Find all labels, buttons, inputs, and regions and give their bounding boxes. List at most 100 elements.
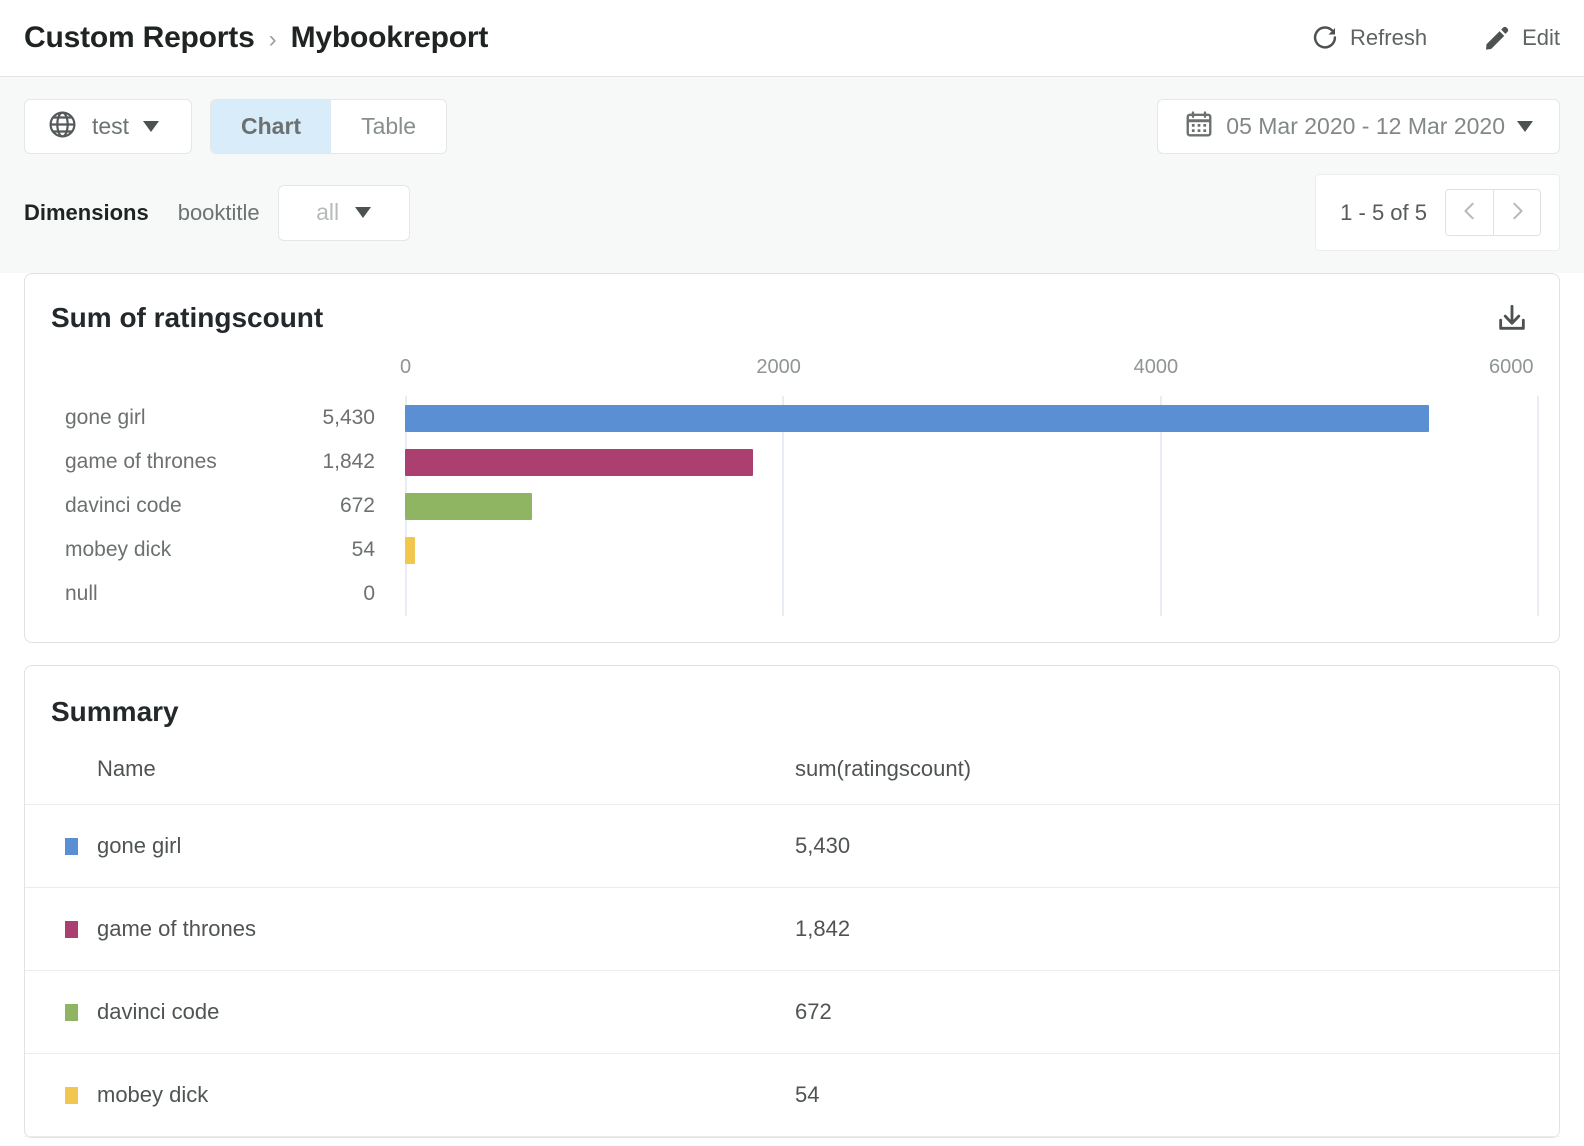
chart-label-row: game of thrones 1,842 bbox=[65, 440, 405, 484]
chart-bar-row bbox=[405, 528, 1537, 572]
chevron-down-icon bbox=[355, 207, 372, 218]
header-actions: Refresh Edit bbox=[1311, 24, 1560, 52]
summary-card: Summary Name sum(ratingscount) gone girl… bbox=[24, 665, 1560, 1138]
chart-label-row: gone girl 5,430 bbox=[65, 396, 405, 440]
chevron-left-icon bbox=[1459, 200, 1481, 225]
edit-button[interactable]: Edit bbox=[1483, 24, 1560, 52]
tab-table[interactable]: Table bbox=[331, 100, 447, 153]
series-color-swatch bbox=[65, 1087, 78, 1104]
chart-bar-row bbox=[405, 484, 1537, 528]
chevron-right-icon bbox=[1506, 200, 1528, 225]
summary-cell-name: gone girl bbox=[25, 804, 785, 888]
summary-cell-value: 54 bbox=[785, 1053, 1559, 1137]
series-color-swatch bbox=[65, 921, 78, 938]
column-header-name: Name bbox=[25, 756, 785, 805]
chart-bar[interactable] bbox=[405, 536, 416, 564]
chart-value-label: 54 bbox=[351, 538, 375, 561]
summary-table-head: Name sum(ratingscount) bbox=[25, 756, 1559, 805]
column-header-value: sum(ratingscount) bbox=[785, 756, 1559, 805]
breadcrumb-root-link[interactable]: Custom Reports bbox=[24, 21, 255, 54]
summary-title: Summary bbox=[51, 696, 179, 727]
chart-label-row: davinci code 672 bbox=[65, 484, 405, 528]
chevron-down-icon bbox=[143, 121, 160, 132]
toolbar-row: test Chart Table bbox=[0, 77, 1584, 154]
chart-gridline bbox=[1537, 396, 1539, 616]
date-range-value: 05 Mar 2020 - 12 Mar 2020 bbox=[1226, 113, 1505, 139]
breadcrumb-separator: › bbox=[268, 26, 277, 53]
pencil-icon bbox=[1483, 24, 1511, 52]
data-source-value: test bbox=[92, 113, 130, 139]
x-axis-tick-label: 2000 bbox=[756, 356, 801, 378]
table-row[interactable]: mobey dick 54 bbox=[25, 1053, 1559, 1137]
pagination-count: 1 - 5 of 5 bbox=[1340, 199, 1427, 225]
pagination: 1 - 5 of 5 bbox=[1315, 174, 1560, 251]
view-mode-switch: Chart Table bbox=[210, 99, 448, 154]
dimension-filter-value: all bbox=[316, 199, 340, 225]
chart-label-row: null 0 bbox=[65, 572, 405, 616]
chart-bar[interactable] bbox=[405, 492, 532, 520]
globe-icon bbox=[47, 109, 78, 145]
refresh-icon bbox=[1311, 24, 1339, 52]
page-title: Mybookreport bbox=[290, 21, 489, 54]
summary-cell-name: mobey dick bbox=[25, 1053, 785, 1137]
chart-title: Sum of ratingscount bbox=[51, 302, 324, 333]
chart-plot-area bbox=[405, 396, 1539, 616]
summary-cell-value: 672 bbox=[785, 970, 1559, 1054]
summary-table-body: gone girl 5,430 game of thrones 1,842 davinc… bbox=[25, 804, 1559, 1137]
dimension-filter-select[interactable]: all bbox=[277, 184, 410, 241]
summary-cell-name: game of thrones bbox=[25, 887, 785, 971]
toolbar-region: test Chart Table bbox=[0, 77, 1584, 273]
chart-category-name: mobey dick bbox=[65, 538, 172, 561]
chart-body: gone girl 5,430 game of thrones 1,842 davinc… bbox=[25, 396, 1559, 616]
chart-card: Sum of ratingscount 0 2000 4000 6000 gone g… bbox=[24, 273, 1560, 643]
chart-value-label: 5,430 bbox=[322, 406, 375, 429]
chart-bar-row bbox=[405, 572, 1537, 616]
chart-bar-row bbox=[405, 440, 1537, 484]
tab-chart[interactable]: Chart bbox=[211, 100, 332, 153]
table-row[interactable]: gone girl 5,430 bbox=[25, 804, 1559, 888]
chart-category-name: davinci code bbox=[65, 494, 182, 517]
pagination-buttons bbox=[1445, 189, 1541, 236]
chart-value-label: 672 bbox=[339, 494, 375, 517]
x-axis-tick-label: 6000 bbox=[1489, 356, 1534, 378]
table-row[interactable]: game of thrones 1,842 bbox=[25, 887, 1559, 971]
data-source-select[interactable]: test bbox=[24, 99, 192, 154]
refresh-button[interactable]: Refresh bbox=[1311, 24, 1427, 52]
chart-category-name: game of thrones bbox=[65, 450, 217, 473]
bar-chart: 0 2000 4000 6000 gone girl 5,430 game of thro… bbox=[25, 334, 1559, 642]
x-axis-tick-label: 4000 bbox=[1133, 356, 1179, 378]
chart-bar[interactable] bbox=[405, 448, 753, 476]
chart-bar[interactable] bbox=[405, 404, 1430, 432]
chart-category-name: null bbox=[65, 582, 98, 605]
chart-bar-row bbox=[405, 396, 1537, 440]
chart-gridline bbox=[782, 396, 785, 616]
series-color-swatch bbox=[65, 1004, 78, 1021]
pagination-prev-button[interactable] bbox=[1446, 190, 1493, 235]
dimensions-label: Dimensions bbox=[24, 199, 149, 225]
calendar-icon bbox=[1184, 109, 1214, 144]
chart-value-label: 1,842 bbox=[322, 450, 375, 473]
dimension-field-name: booktitle bbox=[177, 199, 260, 225]
chart-category-name: gone girl bbox=[65, 406, 146, 429]
dimensions-row: Dimensions booktitle all 1 - 5 of 5 bbox=[0, 154, 1584, 273]
refresh-label: Refresh bbox=[1350, 25, 1428, 50]
page-header: Custom Reports › Mybookreport Refresh Ed… bbox=[0, 0, 1584, 77]
download-icon[interactable] bbox=[1495, 302, 1529, 341]
summary-cell-value: 5,430 bbox=[785, 804, 1559, 888]
edit-label: Edit bbox=[1522, 25, 1560, 50]
chart-gridline bbox=[1159, 396, 1162, 616]
chart-value-label: 0 bbox=[363, 582, 375, 605]
date-range-picker[interactable]: 05 Mar 2020 - 12 Mar 2020 bbox=[1157, 99, 1560, 154]
summary-table: Name sum(ratingscount) gone girl 5,430 gam… bbox=[25, 756, 1559, 1137]
summary-cell-value: 1,842 bbox=[785, 887, 1559, 971]
chart-x-axis: 0 2000 4000 6000 bbox=[400, 356, 1537, 386]
x-axis-tick-label: 0 bbox=[400, 356, 412, 378]
chart-label-row: mobey dick 54 bbox=[65, 528, 405, 572]
table-row[interactable]: davinci code 672 bbox=[25, 970, 1559, 1054]
pagination-next-button[interactable] bbox=[1493, 190, 1540, 235]
summary-header-row: Name sum(ratingscount) bbox=[25, 756, 1559, 805]
series-color-swatch bbox=[65, 838, 78, 855]
breadcrumb: Custom Reports › Mybookreport bbox=[24, 21, 488, 55]
chart-category-labels: gone girl 5,430 game of thrones 1,842 davinc… bbox=[25, 396, 405, 616]
summary-cell-name: davinci code bbox=[25, 970, 785, 1054]
